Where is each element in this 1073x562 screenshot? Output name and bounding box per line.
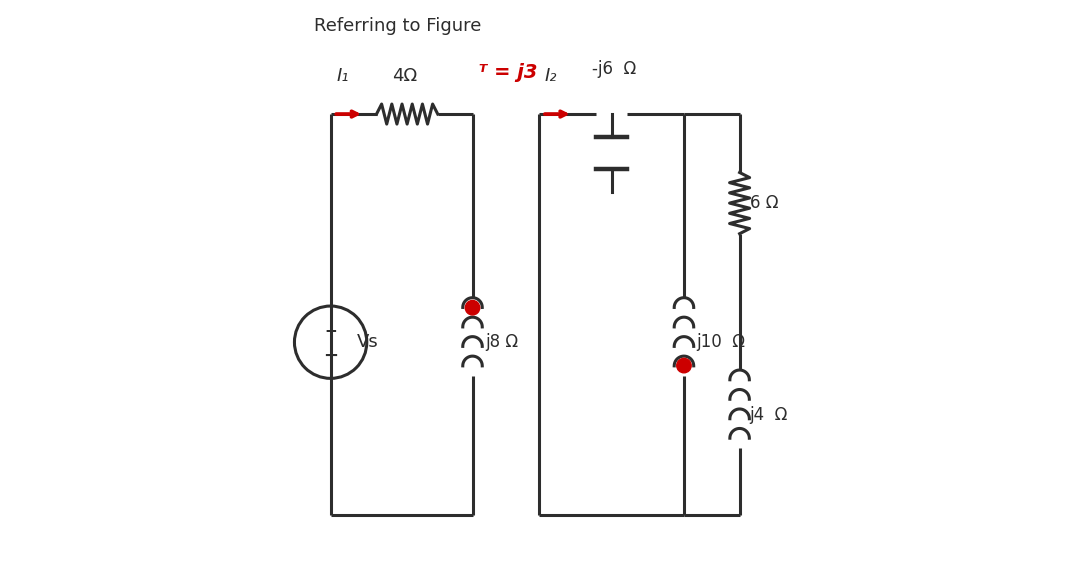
Text: I₁: I₁ bbox=[336, 67, 349, 85]
Circle shape bbox=[466, 301, 480, 315]
Circle shape bbox=[677, 359, 691, 373]
Text: ᵀ = j3: ᵀ = j3 bbox=[480, 63, 538, 82]
Text: j8 Ω: j8 Ω bbox=[485, 333, 518, 351]
Text: −: − bbox=[323, 347, 338, 365]
Text: Referring to Figure: Referring to Figure bbox=[314, 17, 482, 35]
Text: 6 Ω: 6 Ω bbox=[750, 194, 778, 212]
Text: +: + bbox=[324, 324, 337, 338]
Text: j4  Ω: j4 Ω bbox=[750, 406, 788, 424]
Text: Vs: Vs bbox=[357, 333, 379, 351]
Text: j10  Ω: j10 Ω bbox=[696, 333, 746, 351]
Text: I₂: I₂ bbox=[545, 67, 557, 85]
Text: -j6  Ω: -j6 Ω bbox=[592, 60, 636, 78]
Text: 4Ω: 4Ω bbox=[392, 67, 417, 85]
